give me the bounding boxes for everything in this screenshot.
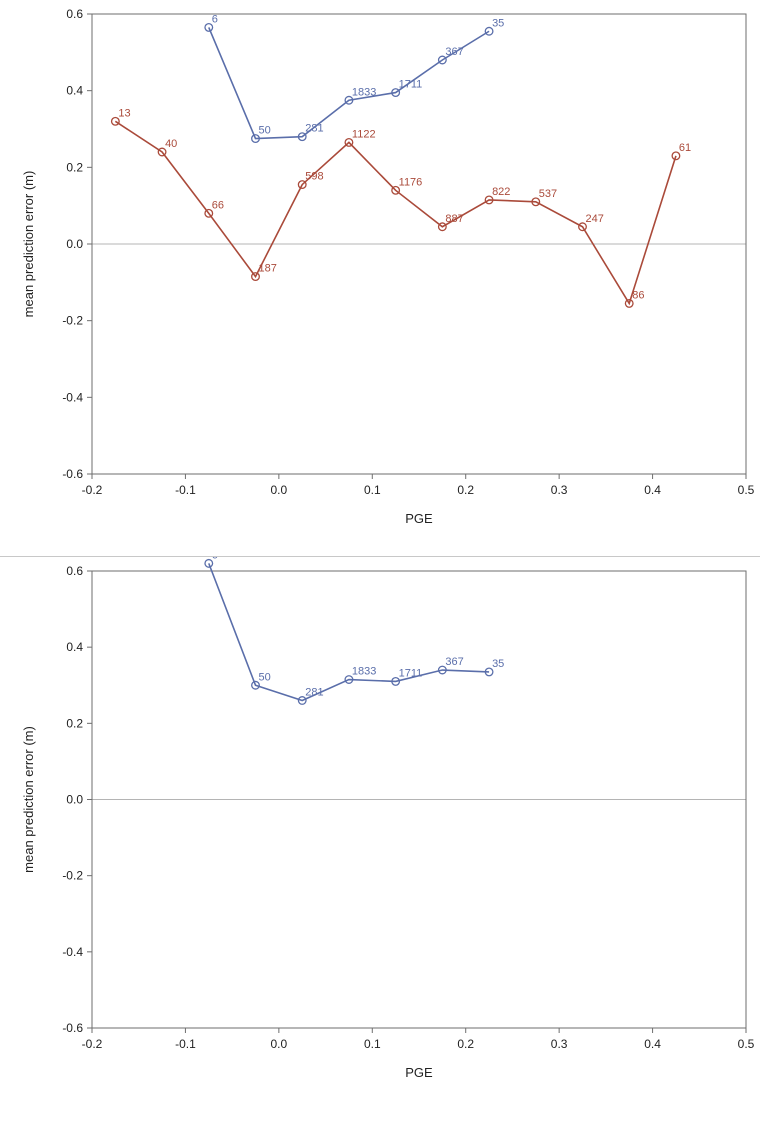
y-tick-label: 0.4: [66, 84, 83, 98]
x-axis-title: PGE: [405, 1065, 433, 1080]
data-point: [624, 298, 634, 308]
x-tick-label: 0.0: [271, 1037, 288, 1051]
point-label: 66: [212, 199, 224, 211]
point-label: 1833: [352, 666, 376, 678]
x-tick-label: -0.1: [175, 483, 196, 497]
data-point: [297, 696, 307, 705]
y-tick-label: 0.6: [66, 564, 83, 578]
x-tick-label: -0.2: [82, 483, 103, 497]
y-tick-label: -0.4: [62, 390, 83, 404]
data-point: [110, 116, 120, 126]
data-point: [671, 151, 681, 161]
point-label: 367: [445, 656, 463, 668]
y-tick-label: 0.4: [66, 640, 83, 654]
point-label: 6: [212, 13, 218, 25]
point-label: 35: [492, 17, 504, 29]
data-point: [344, 137, 354, 147]
x-tick-label: 0.4: [644, 483, 661, 497]
data-point: [344, 95, 354, 105]
point-label: 887: [445, 213, 463, 225]
x-tick-label: -0.2: [82, 1037, 103, 1051]
y-tick-label: 0.0: [66, 793, 83, 807]
data-point: [204, 558, 214, 568]
series-line-2: [114, 120, 677, 306]
chart-bottom: -0.2 -0.1 0.0 0.1 0.2 0.3 0.4 0.5 -0.6 -0.4 -0.2 0.…: [21, 557, 755, 1080]
x-tick-label: 0.5: [738, 483, 755, 497]
data-point: [484, 26, 494, 36]
point-label: 537: [539, 188, 557, 200]
data-point: [344, 675, 354, 684]
y-tick-label: -0.2: [62, 869, 83, 883]
point-label: 13: [118, 107, 130, 119]
data-point: [531, 197, 541, 207]
series-line-1: [208, 563, 490, 702]
x-tick-label: 0.3: [551, 483, 568, 497]
x-tick-label: 0.5: [738, 1037, 755, 1051]
point-label: 1122: [352, 128, 376, 140]
data-point: [297, 132, 307, 142]
y-tick-label: -0.2: [62, 314, 83, 328]
point-label: 247: [586, 213, 604, 225]
data-point: [391, 676, 401, 686]
point-label: 367: [445, 46, 463, 58]
point-label: 86: [632, 289, 644, 301]
point-label: 50: [259, 125, 271, 137]
point-label: 35: [492, 658, 504, 670]
point-label: 822: [492, 186, 510, 198]
y-tick-label: 0.2: [66, 716, 83, 730]
data-point: [251, 680, 260, 690]
x-tick-label: 0.4: [644, 1037, 661, 1051]
point-label: 1711: [399, 667, 423, 679]
x-tick-label: 0.3: [551, 1037, 568, 1051]
point-label: 281: [305, 686, 323, 698]
data-point: [251, 272, 260, 282]
point-label: 1833: [352, 86, 376, 98]
data-point: [204, 208, 214, 218]
point-label: 187: [259, 263, 277, 275]
point-label: 281: [305, 123, 323, 135]
x-axis-title: PGE: [405, 511, 433, 526]
y-tick-label: -0.6: [62, 467, 83, 481]
data-point: [437, 222, 447, 232]
data-point: [204, 22, 214, 32]
data-point: [578, 222, 587, 232]
point-label: 1176: [399, 176, 423, 188]
x-tick-label: 0.2: [457, 483, 474, 497]
point-label: 598: [305, 171, 323, 183]
point-label: 50: [259, 671, 271, 683]
y-axis-title: mean prediction error (m): [21, 726, 36, 873]
y-tick-label: -0.6: [62, 1021, 83, 1035]
chart-panel-bottom: -0.2 -0.1 0.0 0.1 0.2 0.3 0.4 0.5 -0.6 -0.4 -0.2 0.…: [0, 557, 760, 1124]
y-tick-label: 0.6: [66, 7, 83, 21]
y-tick-label: 0.2: [66, 160, 83, 174]
data-point: [391, 88, 401, 98]
y-axis-title: mean prediction error (m): [21, 171, 36, 318]
point-label: 1711: [399, 79, 423, 91]
y-tick-label: 0.0: [66, 237, 83, 251]
x-tick-label: 0.0: [271, 483, 288, 497]
x-tick-label: -0.1: [175, 1037, 196, 1051]
data-point: [251, 134, 260, 144]
data-point: [437, 55, 447, 65]
data-point: [157, 147, 167, 157]
x-tick-label: 0.1: [364, 483, 381, 497]
chart-panel-top: -0.2 -0.1 0.0 0.1 0.2 0.3 0.4 0.5 -0.6 -0.4 -0.2 0.…: [0, 0, 760, 557]
point-label: 6: [212, 557, 218, 561]
data-point: [437, 665, 447, 675]
point-label: 61: [679, 142, 691, 154]
data-point: [297, 180, 307, 190]
data-point: [484, 195, 494, 205]
data-point: [484, 667, 494, 677]
y-tick-label: -0.4: [62, 945, 83, 959]
point-label: 40: [165, 138, 177, 150]
series-line-1: [208, 27, 490, 140]
data-point: [391, 185, 401, 195]
x-tick-label: 0.1: [364, 1037, 381, 1051]
chart-top: -0.2 -0.1 0.0 0.1 0.2 0.3 0.4 0.5 -0.6 -0.4 -0.2 0.…: [21, 7, 755, 526]
x-tick-label: 0.2: [457, 1037, 474, 1051]
